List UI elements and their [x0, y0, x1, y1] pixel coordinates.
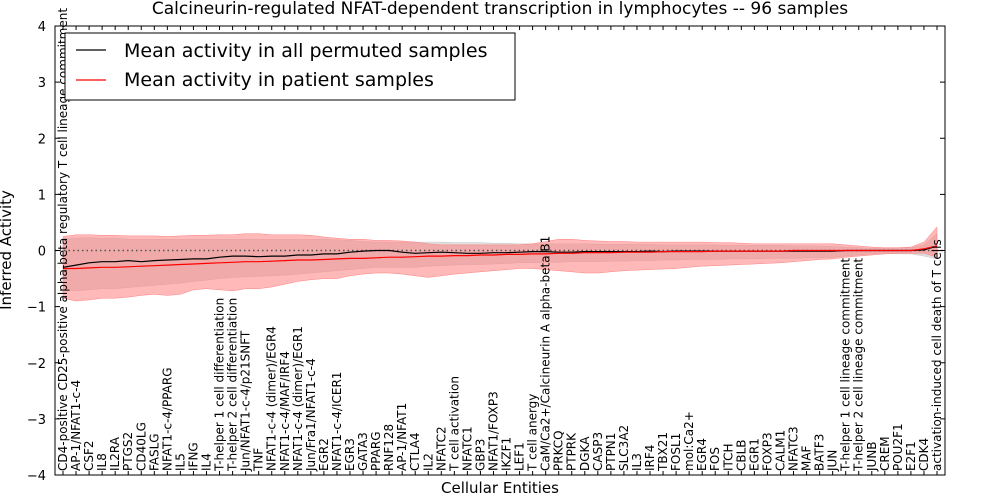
category-label: IKZF1 [500, 437, 514, 471]
category-label: NFAT1/FOXP3 [487, 391, 501, 471]
category-label: IL3 [630, 453, 644, 471]
category-label: IL2 [421, 453, 435, 471]
y-tick-label: −1 [27, 301, 46, 316]
category-label: CBLB [734, 439, 748, 471]
category-label: CREM [878, 436, 892, 471]
category-label: NFAT1-c-4/MAF/IRF4 [278, 351, 292, 471]
category-label: NFAT1-c-4/PPARG [160, 367, 174, 471]
category-label: JUNB [865, 441, 879, 472]
category-label: TNF [252, 448, 266, 472]
category-label: EGR2 [317, 438, 331, 471]
category-label: NFAT1-c-4 (dimer)/EGR1 [291, 326, 305, 471]
category-label: PTPN1 [604, 433, 618, 471]
category-label: CSF2 [82, 440, 96, 471]
category-label: Jun/Fra1/NFAT1-c-4 [304, 358, 318, 472]
category-label: NFATC1 [460, 426, 474, 471]
x-axis-title: Cellular Entities [441, 479, 559, 497]
category-label: GATA3 [356, 432, 370, 471]
category-label: GBP3 [473, 439, 487, 471]
y-tick-label: 2 [38, 132, 46, 147]
category-label: Jun/NFAT1-c-4/p21SNFT [239, 330, 253, 472]
y-tick-label: −3 [27, 413, 46, 428]
category-label: CD40LG [134, 422, 148, 471]
category-label: IL8 [95, 453, 109, 471]
confidence-bands [62, 226, 938, 302]
category-label: NFAT1-c-4 (dimer)/EGR4 [265, 326, 279, 471]
category-label: EGR4 [695, 438, 709, 471]
category-label: activation-induced cell death of T cells [930, 239, 944, 471]
category-label: FOS [708, 447, 722, 471]
category-label: CD4-positive CD25-positive alpha-beta re… [56, 8, 70, 471]
category-label: PPARG [369, 431, 383, 471]
chart-title: Calcineurin-regulated NFAT-dependent tra… [152, 0, 848, 19]
category-label: T cell anergy [526, 394, 540, 472]
category-label: CALM1 [774, 430, 788, 471]
category-label: EGR1 [747, 438, 761, 471]
category-label: FASLG [147, 433, 161, 471]
y-tick-label: 1 [38, 188, 46, 203]
category-label: DGKA [578, 436, 592, 471]
category-label: E2F1 [904, 441, 918, 471]
legend-box [64, 32, 516, 101]
category-label: T-helper 2 cell differentiation [226, 298, 240, 472]
category-label: NFATC2 [434, 426, 448, 471]
category-label: mol:Ca2+ [682, 411, 696, 471]
category-label: LEF1 [513, 442, 527, 471]
category-label: T-helper 2 cell lineage commitment [852, 258, 866, 472]
category-label: POU2F1 [891, 423, 905, 471]
y-tick-label: −2 [27, 357, 46, 372]
category-label: AP-1/NFAT1 [395, 403, 409, 471]
category-labels: CD4-positive CD25-positive alpha-beta re… [56, 8, 944, 475]
y-tick-label: 3 [38, 76, 46, 91]
category-label: JUN [826, 450, 840, 472]
category-label: RNF128 [382, 424, 396, 471]
legend-label-permuted: Mean activity in all permuted samples [124, 40, 487, 62]
category-label: CaM/Ca2+/Calcineurin A alpha-beta B1 [539, 236, 553, 471]
series-lines [62, 245, 938, 270]
category-label: NFAT1-c-4/ICER1 [330, 372, 344, 471]
y-axis-title: Inferred Activity [0, 190, 15, 310]
y-tick-label: −4 [27, 469, 46, 484]
line-patient [63, 245, 938, 270]
category-label: ITCH [721, 443, 735, 471]
band-patient [62, 226, 938, 302]
category-label: IL5 [173, 453, 187, 471]
category-label: T-helper 1 cell differentiation [213, 298, 227, 472]
category-label: FOXP3 [760, 432, 774, 471]
legend: Mean activity in all permuted samples Me… [64, 32, 516, 101]
category-label: T-helper 1 cell lineage commitment [839, 258, 853, 472]
y-tick-label: 4 [38, 20, 46, 35]
category-label: FOSL1 [669, 433, 683, 471]
category-label: MAF [800, 445, 814, 471]
category-label: BATF3 [813, 434, 827, 471]
category-label: T cell activation [447, 376, 461, 472]
category-label: PRKCQ [552, 430, 566, 471]
y-tick-label: 0 [38, 245, 46, 260]
category-label: CDK4 [917, 438, 931, 471]
legend-label-patient: Mean activity in patient samples [124, 69, 434, 91]
category-label: IFNG [186, 442, 200, 471]
category-label: IL4 [200, 453, 214, 471]
category-label: PTPRK [565, 432, 579, 471]
category-label: TBX21 [656, 432, 670, 472]
category-label: SLC3A2 [617, 425, 631, 471]
category-label: CTLA4 [408, 432, 422, 471]
category-label: IRF4 [643, 445, 657, 471]
category-label: CASP3 [591, 432, 605, 471]
category-label: PTGS2 [121, 432, 135, 471]
category-label: EGR3 [343, 438, 357, 471]
plot-frame [54, 25, 946, 476]
category-label: AP-1/NFAT1-c-4 [69, 380, 83, 471]
category-label: NFATC3 [787, 426, 801, 471]
category-label: IL2RA [108, 436, 122, 471]
